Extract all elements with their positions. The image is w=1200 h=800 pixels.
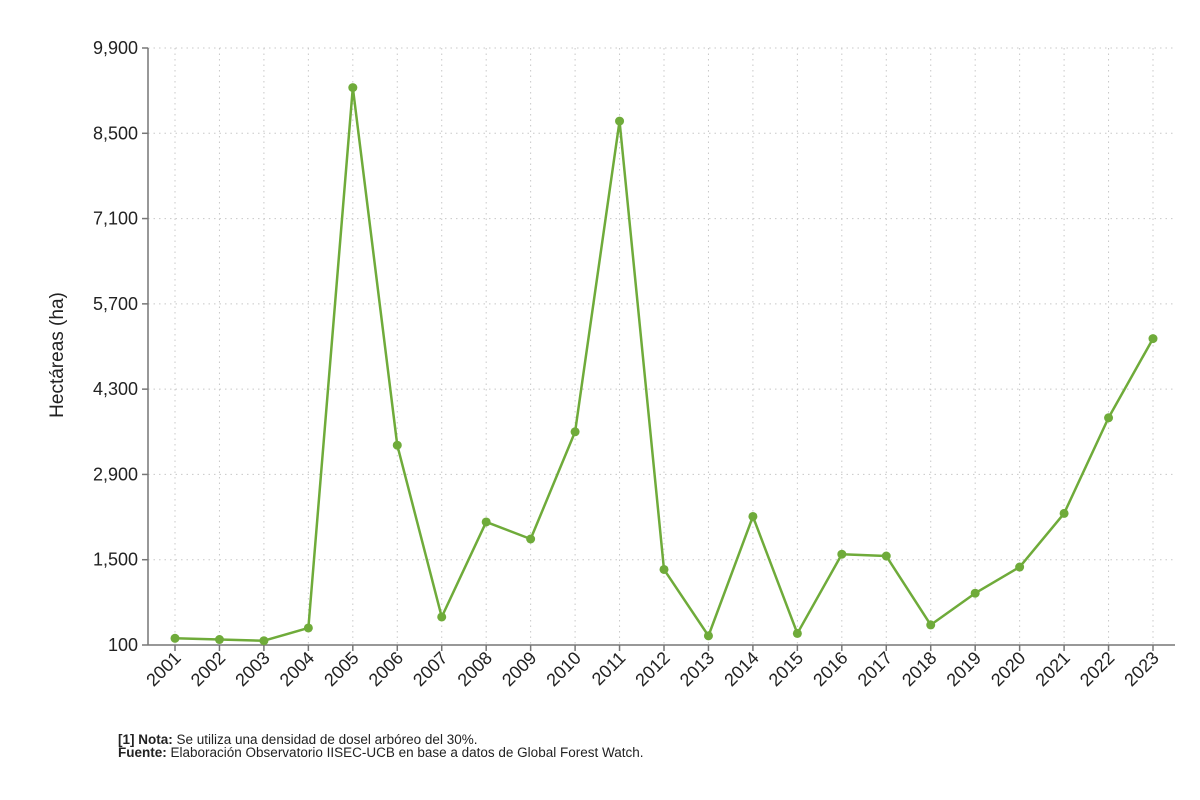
data-point xyxy=(881,551,891,561)
x-tick-labels: 2001 2002 2003 2004 2005 2006 2007 2008 2009 2010… xyxy=(142,648,1162,690)
data-point xyxy=(1104,413,1114,423)
data-point xyxy=(570,427,580,437)
x-tick-label: 2004 xyxy=(276,648,318,690)
data-point xyxy=(659,564,669,574)
x-tick-label: 2013 xyxy=(676,648,718,690)
data-point xyxy=(303,623,313,633)
data-point xyxy=(348,83,358,93)
series-line xyxy=(174,86,1155,642)
y-axis-title: Hectáreas (ha) xyxy=(47,292,68,418)
x-tick-label: 2003 xyxy=(231,648,273,690)
y-tick-label: 1,500 xyxy=(93,550,138,570)
chart-notes: [1] Nota: Se utiliza una densidad de dos… xyxy=(118,732,644,760)
x-tick-label: 2016 xyxy=(809,648,851,690)
x-tick-label: 2008 xyxy=(454,648,496,690)
x-tick-label: 2022 xyxy=(1076,648,1118,690)
y-tick-label: 9,900 xyxy=(93,38,138,58)
note-label: [1] Nota: xyxy=(118,732,173,747)
data-point xyxy=(837,549,847,559)
data-point xyxy=(748,511,758,521)
x-tick-label: 2006 xyxy=(365,648,407,690)
x-tick-label: 2002 xyxy=(187,648,229,690)
x-tick-label: 2017 xyxy=(854,648,896,690)
y-tick-label: 5,700 xyxy=(93,294,138,314)
x-tick-label: 2018 xyxy=(898,648,940,690)
x-tick-label: 2014 xyxy=(720,648,762,690)
x-tick-label: 2005 xyxy=(320,648,362,690)
line-chart: 100 1,500 2,900 4,300 5,700 7,100 8,500 9,900 2… xyxy=(47,38,1175,690)
x-tick-label: 2023 xyxy=(1120,648,1162,690)
data-point xyxy=(970,588,980,598)
x-tick-label: 2007 xyxy=(409,648,451,690)
x-tick-label: 2009 xyxy=(498,648,540,690)
data-point xyxy=(437,612,447,622)
data-point xyxy=(526,534,536,544)
data-point xyxy=(170,633,180,643)
y-tick-label: 4,300 xyxy=(93,379,138,399)
data-point xyxy=(214,635,224,645)
source-label: Fuente: xyxy=(118,745,167,760)
data-point xyxy=(926,620,936,630)
data-point xyxy=(792,628,802,638)
y-tick-labels: 100 1,500 2,900 4,300 5,700 7,100 8,500 9,900 xyxy=(93,38,138,655)
x-tick-label: 2001 xyxy=(142,648,184,690)
x-tick-label: 2012 xyxy=(631,648,673,690)
data-point xyxy=(259,636,269,646)
axes xyxy=(142,47,1175,651)
x-tick-label: 2021 xyxy=(1031,648,1073,690)
y-tick-label: 8,500 xyxy=(93,123,138,143)
y-tick-label: 2,900 xyxy=(93,464,138,484)
data-point xyxy=(1148,334,1158,344)
x-tick-label: 2011 xyxy=(588,648,630,690)
data-point xyxy=(392,440,402,450)
x-tick-label: 2010 xyxy=(542,648,584,690)
y-tick-label: 100 xyxy=(108,635,138,655)
source-text: Elaboración Observatorio IISEC-UCB en ba… xyxy=(166,745,644,760)
data-point xyxy=(703,631,713,641)
data-point xyxy=(1015,562,1025,572)
note-line: [1] Nota: Se utiliza una densidad de dos… xyxy=(118,732,643,747)
data-point xyxy=(481,517,491,527)
x-tick-label: 2019 xyxy=(943,648,985,690)
note-text: Se utiliza una densidad de dosel arbóreo… xyxy=(172,732,478,747)
data-point xyxy=(1059,508,1069,518)
y-tick-label: 7,100 xyxy=(93,209,138,229)
series-layer xyxy=(170,83,1158,646)
data-point xyxy=(615,116,625,126)
x-tick-label: 2020 xyxy=(987,648,1029,690)
x-tick-label: 2015 xyxy=(765,648,807,690)
grid-lines xyxy=(148,47,1175,645)
source-line: Fuente: Elaboración Observatorio IISEC-U… xyxy=(118,745,644,760)
